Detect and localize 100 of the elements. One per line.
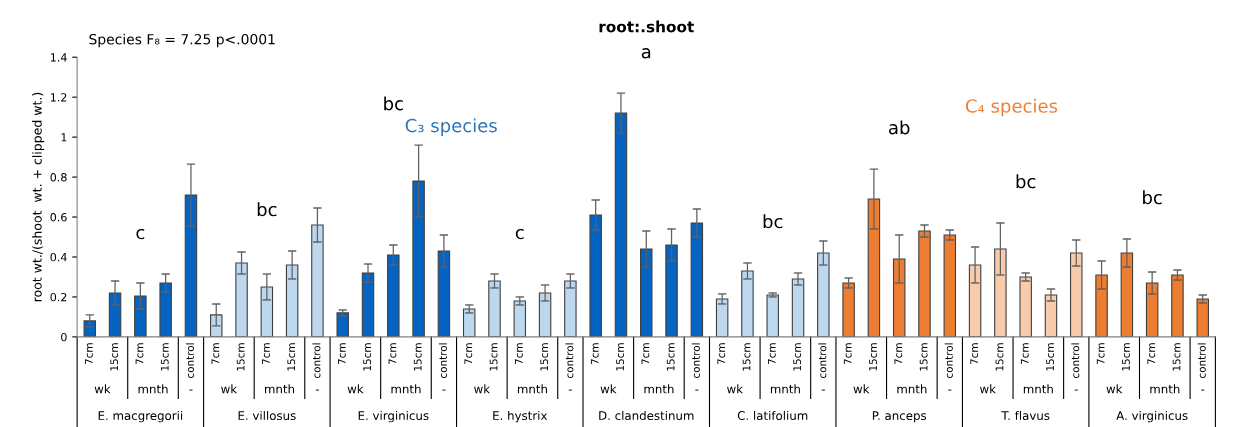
text: - bbox=[442, 389, 446, 391]
bar bbox=[892, 258, 906, 337]
x-tick-label: 7cm bbox=[590, 343, 599, 365]
text: E. villosus bbox=[238, 410, 296, 421]
bar bbox=[184, 194, 198, 337]
text: - bbox=[1201, 389, 1205, 391]
x-tick-label: 15cm bbox=[363, 343, 372, 371]
x-tick-label: 7cm bbox=[717, 343, 726, 365]
x-tick-label: 15cm bbox=[489, 343, 498, 371]
text: wk bbox=[347, 384, 364, 394]
y-tick-label: 0.6 bbox=[50, 213, 67, 222]
x-tick-label: 15cm bbox=[236, 343, 245, 371]
bar bbox=[235, 262, 248, 337]
x-tick-label: 15cm bbox=[1122, 343, 1130, 371]
bar bbox=[361, 272, 375, 337]
annotation: bc bbox=[257, 202, 277, 217]
x-tick-label: 7cm bbox=[894, 343, 903, 365]
x-tick-label: 15cm bbox=[1172, 343, 1181, 371]
bar bbox=[387, 254, 400, 337]
text: E. virginicus bbox=[358, 410, 429, 423]
text: E. macgregorii bbox=[98, 410, 183, 423]
text: mnth bbox=[265, 384, 295, 394]
y-tick-label: 1.2 bbox=[50, 93, 67, 102]
bar bbox=[791, 278, 805, 337]
bar bbox=[766, 294, 779, 337]
bar bbox=[260, 286, 274, 337]
x-tick-label: 15cm bbox=[110, 343, 119, 371]
x-tick-label: 7cm bbox=[768, 343, 776, 365]
y-tick-label: 1.4 bbox=[50, 53, 67, 62]
y-tick-label: 0.8 bbox=[50, 173, 67, 182]
x-tick-label: control bbox=[312, 343, 321, 378]
x-tick-label: 15cm bbox=[919, 343, 928, 371]
x-tick-label: 15cm bbox=[287, 343, 296, 371]
annotation: bc bbox=[763, 214, 783, 229]
bar bbox=[210, 314, 223, 337]
bar bbox=[918, 230, 931, 337]
bar bbox=[412, 180, 425, 337]
bar bbox=[1095, 274, 1108, 337]
x-tick-label: 7cm bbox=[515, 343, 523, 365]
annotation: c bbox=[515, 228, 524, 240]
bar bbox=[943, 234, 957, 337]
text: T. flavus bbox=[1001, 410, 1050, 421]
y-axis-title: root wt./(shoot wt. + clipped wt.) bbox=[32, 92, 45, 302]
bar bbox=[1019, 276, 1032, 337]
x-tick-label: 7cm bbox=[464, 343, 473, 365]
x-tick-label: 7cm bbox=[641, 343, 650, 365]
text: Species F₈ = 7.25 p<.0001 bbox=[89, 33, 275, 48]
bar bbox=[741, 270, 754, 337]
x-tick-label: 15cm bbox=[1046, 343, 1054, 371]
annotation: ab bbox=[889, 120, 910, 135]
x-tick-label: 7cm bbox=[338, 343, 346, 365]
x-tick-label: 15cm bbox=[160, 343, 169, 371]
x-tick-label: control bbox=[1197, 343, 1206, 378]
text: C. latifolium bbox=[737, 410, 808, 421]
text: wk bbox=[727, 384, 743, 394]
bar bbox=[336, 312, 349, 337]
text: mnth bbox=[897, 384, 927, 394]
bar bbox=[1120, 252, 1134, 337]
bar bbox=[994, 248, 1007, 337]
bar bbox=[462, 308, 476, 337]
annotation: C₃ species bbox=[405, 118, 497, 136]
text: - bbox=[315, 389, 319, 391]
text: mnth bbox=[644, 384, 674, 394]
bar bbox=[108, 292, 122, 337]
text: mnth bbox=[391, 384, 421, 394]
bar bbox=[968, 264, 982, 337]
annotation: bc bbox=[384, 96, 403, 111]
text: wk bbox=[94, 384, 111, 394]
x-tick-label: control bbox=[944, 343, 953, 378]
text: - bbox=[695, 389, 699, 391]
bar bbox=[589, 214, 602, 337]
annotation: C₄ species bbox=[965, 98, 1058, 117]
x-tick-label: control bbox=[438, 343, 447, 378]
bar bbox=[564, 280, 577, 337]
annotation: a bbox=[641, 48, 651, 59]
x-tick-label: 7cm bbox=[1020, 343, 1029, 365]
text: D. clandestinum bbox=[599, 410, 694, 421]
x-tick-label: 15cm bbox=[869, 343, 877, 371]
bar bbox=[1171, 274, 1184, 337]
x-tick-label: 15cm bbox=[666, 343, 675, 371]
bar bbox=[1145, 282, 1159, 337]
bar bbox=[285, 264, 299, 337]
y-tick-label: 1 bbox=[61, 133, 67, 142]
x-tick-label: control bbox=[818, 343, 827, 378]
x-tick-label: control bbox=[691, 343, 700, 378]
text: wk bbox=[474, 384, 491, 394]
text: mnth bbox=[517, 384, 547, 394]
bar bbox=[311, 224, 324, 337]
text: E. hystrix bbox=[493, 410, 548, 423]
text: wk bbox=[221, 384, 238, 394]
x-tick-label: 7cm bbox=[211, 343, 220, 365]
text: wk bbox=[853, 384, 870, 394]
x-tick-label: control bbox=[185, 343, 194, 378]
bar bbox=[513, 300, 527, 337]
x-tick-label: 15cm bbox=[995, 343, 1004, 371]
chart-title: root:.shoot bbox=[599, 20, 694, 33]
text: - bbox=[1074, 389, 1078, 391]
bar bbox=[1044, 294, 1058, 337]
text: mnth bbox=[1023, 384, 1053, 394]
bar bbox=[1196, 298, 1209, 337]
